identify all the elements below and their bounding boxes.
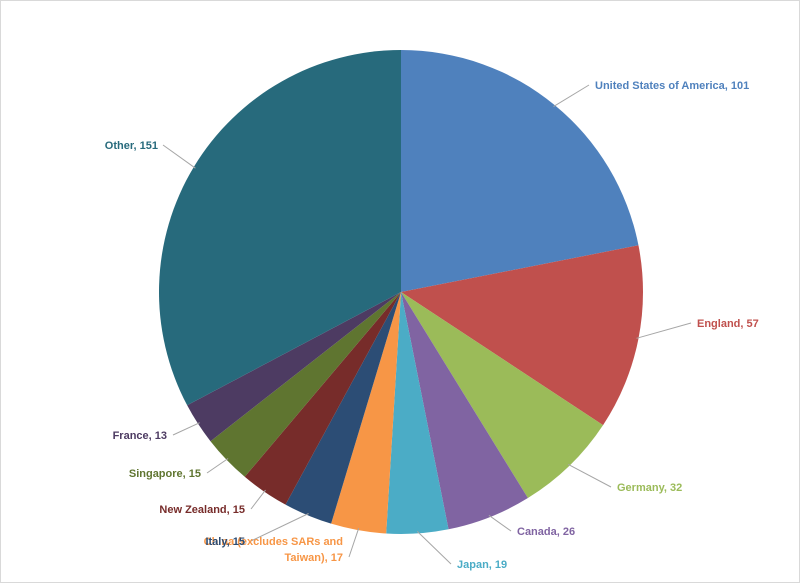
slice-label-4: Japan, 19 bbox=[457, 559, 507, 571]
leader-line-0 bbox=[553, 84, 590, 108]
leader-line-4 bbox=[416, 531, 452, 565]
slice-label-9: France, 13 bbox=[113, 430, 167, 442]
slice-label-6: Italy, 15 bbox=[205, 536, 245, 548]
pie-slice-7 bbox=[244, 292, 401, 505]
pie-slices bbox=[158, 50, 644, 534]
pie-slice-4 bbox=[386, 292, 449, 534]
leader-line-3 bbox=[488, 514, 512, 532]
pie-slice-10 bbox=[158, 50, 401, 406]
leader-line-6 bbox=[250, 513, 309, 542]
slice-label-8: Singapore, 15 bbox=[129, 468, 201, 480]
leader-lines bbox=[162, 84, 692, 565]
pie-slice-0 bbox=[401, 50, 639, 292]
slice-label-0: United States of America, 101 bbox=[595, 80, 749, 92]
slice-labels: United States of America, 101 England, 57… bbox=[105, 80, 759, 571]
slice-label-5: China (excludes SARs and Taiwan), 17 bbox=[204, 536, 343, 564]
leader-line-10 bbox=[162, 144, 196, 169]
pie-slice-2 bbox=[401, 292, 604, 499]
slice-label-2: Germany, 32 bbox=[617, 482, 682, 494]
leader-line-9 bbox=[172, 422, 200, 436]
leader-line-7 bbox=[250, 489, 266, 510]
pie-slice-1 bbox=[401, 245, 644, 426]
pie-slice-3 bbox=[401, 292, 528, 530]
slice-label-3: Canada, 26 bbox=[517, 526, 575, 538]
pie-slice-5 bbox=[331, 292, 401, 534]
leader-line-2 bbox=[567, 463, 612, 488]
leader-line-5 bbox=[348, 528, 360, 558]
pie-slice-6 bbox=[285, 292, 401, 524]
leader-line-1 bbox=[636, 322, 692, 339]
slice-label-10: Other, 151 bbox=[105, 140, 158, 152]
pie-slice-9 bbox=[187, 292, 401, 442]
slice-label-7: New Zealand, 15 bbox=[159, 504, 245, 516]
slice-label-1: England, 57 bbox=[697, 318, 759, 330]
pie-slice-8 bbox=[210, 292, 401, 477]
leader-line-8 bbox=[206, 458, 229, 474]
